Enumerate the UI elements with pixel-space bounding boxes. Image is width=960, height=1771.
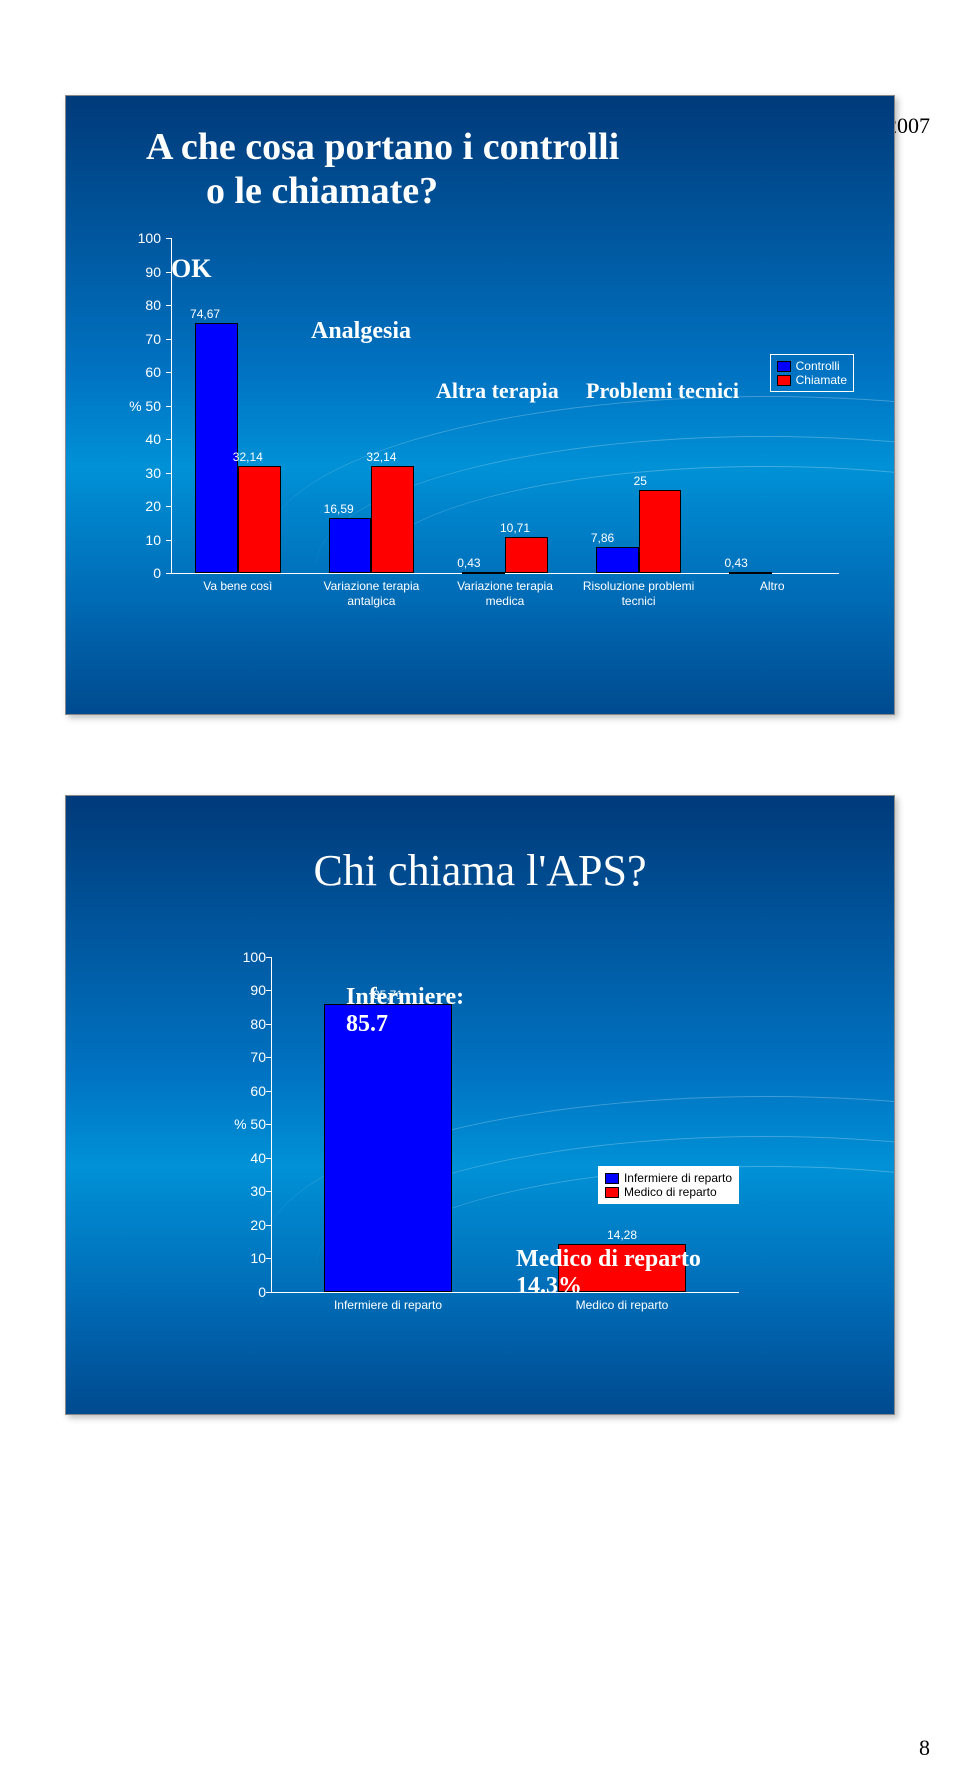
- legend-label: Controlli: [796, 359, 840, 373]
- y-tick: 10: [121, 532, 161, 548]
- legend-item: Controlli: [777, 359, 847, 373]
- slide-2: Chi chiama l'APS? Infermiere: 85.7 Medic…: [65, 795, 895, 1415]
- x-axis-label: Infermiere di reparto: [271, 1298, 505, 1312]
- y-tick: 70: [121, 331, 161, 347]
- y-tick: % 50: [226, 1116, 266, 1132]
- legend-swatch: [777, 375, 791, 386]
- y-tick: 80: [121, 297, 161, 313]
- y-tick: 30: [226, 1183, 266, 1199]
- y-tick: 100: [121, 230, 161, 246]
- bar-value-label: 10,71: [500, 521, 530, 535]
- x-axis-label: Va bene così: [171, 579, 305, 593]
- annotation-infermiere: Infermiere: 85.7: [346, 984, 464, 1038]
- annotation-medico-l2: 14.3%: [516, 1273, 582, 1299]
- bar-value-label: 16,59: [324, 502, 354, 516]
- annotation-medico: Medico di reparto 14.3%: [516, 1246, 701, 1300]
- legend-item: Infermiere di reparto: [605, 1171, 732, 1185]
- bar-value-label: 74,67: [190, 307, 220, 321]
- bar-value-label: 32,14: [366, 450, 396, 464]
- bar-value-label: 25: [634, 474, 647, 488]
- title-line-2: o le chiamate?: [146, 170, 438, 212]
- annotation-infermiere-l2: 85.7: [346, 1011, 388, 1037]
- chart-2-legend: Infermiere di repartoMedico di reparto: [598, 1166, 739, 1204]
- bar: [729, 572, 772, 574]
- bar: [238, 466, 281, 574]
- bar-value-label: 14,28: [607, 1228, 637, 1242]
- legend-swatch: [605, 1187, 619, 1198]
- y-tick: 20: [121, 498, 161, 514]
- x-axis-label: Risoluzione problemitecnici: [572, 579, 706, 608]
- x-axis-label: Variazione terapia medica: [438, 579, 572, 608]
- annotation-problemi: Problemi tecnici: [586, 378, 739, 404]
- legend-swatch: [777, 361, 791, 372]
- slide-1-title: A che cosa portano i controlli o le chia…: [66, 96, 894, 213]
- slide-1: A che cosa portano i controlli o le chia…: [65, 95, 895, 715]
- x-axis-label: Variazione terapiaantalgica: [305, 579, 439, 608]
- y-tick: 0: [121, 565, 161, 581]
- legend-item: Chiamate: [777, 373, 847, 387]
- bar-value-label: 7,86: [591, 531, 614, 545]
- y-tick: 0: [226, 1284, 266, 1300]
- annotation-infermiere-l1: Infermiere:: [346, 984, 464, 1010]
- annotation-ok: OK: [171, 254, 211, 284]
- annotation-analgesia: Analgesia: [311, 318, 411, 345]
- bar: [505, 537, 548, 573]
- bar: [324, 1004, 453, 1291]
- chart-1-legend: ControlliChiamate: [770, 354, 854, 392]
- y-tick: 100: [226, 949, 266, 965]
- y-tick: 80: [226, 1016, 266, 1032]
- page-number: 8: [919, 1735, 930, 1761]
- bar-value-label: 32,14: [233, 450, 263, 464]
- annotation-medico-l1: Medico di reparto: [516, 1246, 701, 1272]
- bar: [329, 518, 372, 574]
- bar: [596, 547, 639, 573]
- y-tick: 60: [226, 1083, 266, 1099]
- legend-swatch: [605, 1173, 619, 1184]
- y-tick: 40: [226, 1150, 266, 1166]
- y-tick: 10: [226, 1250, 266, 1266]
- legend-label: Chiamate: [796, 373, 847, 387]
- x-axis-label: Altro: [705, 579, 839, 593]
- legend-label: Infermiere di reparto: [624, 1171, 732, 1185]
- annotation-altra: Altra terapia: [436, 378, 559, 404]
- bar: [639, 490, 682, 574]
- y-tick: 60: [121, 364, 161, 380]
- bar: [195, 323, 238, 573]
- chart-1: 010203040% 506070809010074,6732,14Va ben…: [121, 238, 844, 618]
- y-tick: 30: [121, 465, 161, 481]
- bar-value-label: 0,43: [457, 556, 480, 570]
- y-tick: 20: [226, 1217, 266, 1233]
- bar: [462, 572, 505, 574]
- y-tick: 90: [226, 982, 266, 998]
- legend-label: Medico di reparto: [624, 1185, 717, 1199]
- y-tick: 90: [121, 264, 161, 280]
- y-tick: % 50: [121, 398, 161, 414]
- title-line-1: A che cosa portano i controlli: [146, 126, 619, 168]
- bar: [371, 466, 414, 574]
- y-tick: 40: [121, 431, 161, 447]
- slide-2-title: Chi chiama l'APS?: [66, 796, 894, 897]
- y-tick: 70: [226, 1049, 266, 1065]
- legend-item: Medico di reparto: [605, 1185, 732, 1199]
- bar-value-label: 0,43: [724, 556, 747, 570]
